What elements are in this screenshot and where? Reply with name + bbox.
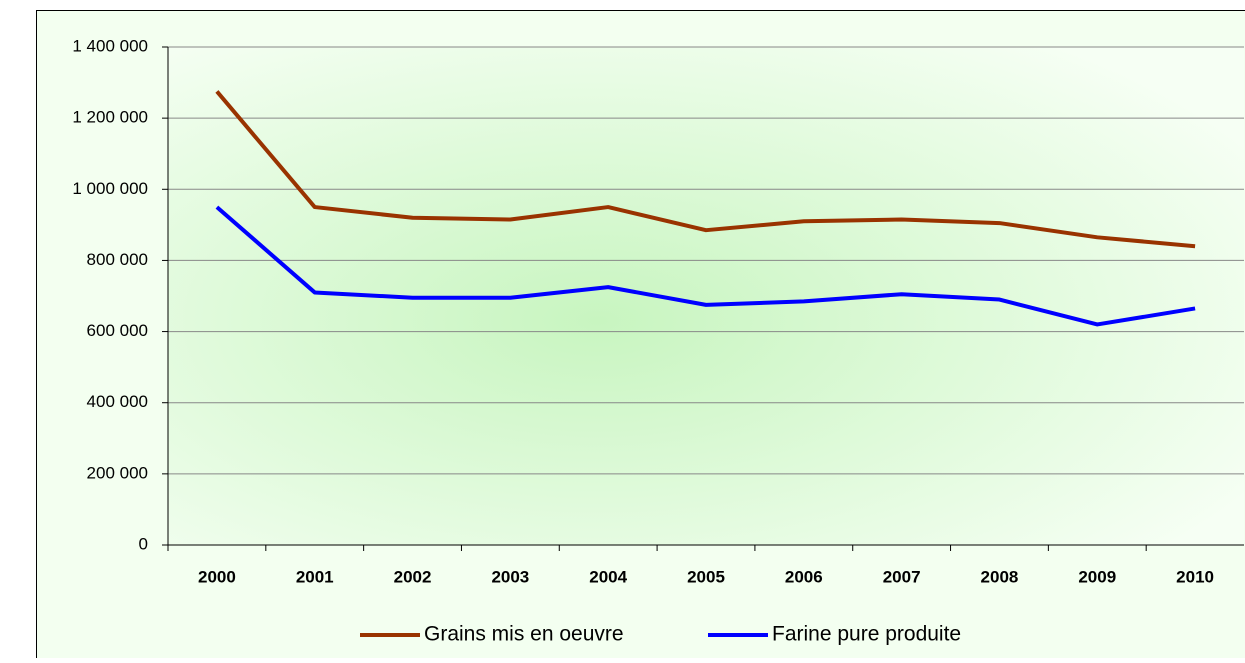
legend-label: Grains mis en oeuvre bbox=[424, 623, 624, 646]
x-tick-label: 2006 bbox=[785, 567, 823, 586]
x-tick-label: 2008 bbox=[981, 567, 1019, 586]
x-tick-label: 2004 bbox=[589, 567, 627, 586]
x-tick-label: 2010 bbox=[1176, 567, 1214, 586]
x-tick-label: 2005 bbox=[687, 567, 725, 586]
y-tick-label: 600 000 bbox=[87, 321, 148, 340]
y-tick-label: 1 200 000 bbox=[72, 108, 148, 127]
legend-label: Farine pure produite bbox=[772, 623, 961, 646]
y-tick-label: 400 000 bbox=[87, 392, 148, 411]
x-tick-label: 2007 bbox=[883, 567, 921, 586]
x-tick-label: 2000 bbox=[198, 567, 236, 586]
y-tick-label: 1 000 000 bbox=[72, 179, 148, 198]
y-tick-label: 1 400 000 bbox=[72, 36, 148, 55]
x-tick-label: 2003 bbox=[491, 567, 529, 586]
x-tick-label: 2009 bbox=[1078, 567, 1116, 586]
plot-area bbox=[168, 47, 1244, 545]
y-tick-label: 800 000 bbox=[87, 250, 148, 269]
x-tick-label: 2002 bbox=[394, 567, 432, 586]
y-tick-label: 0 bbox=[139, 534, 148, 553]
x-tick-label: 2001 bbox=[296, 567, 334, 586]
y-tick-label: 200 000 bbox=[87, 463, 148, 482]
